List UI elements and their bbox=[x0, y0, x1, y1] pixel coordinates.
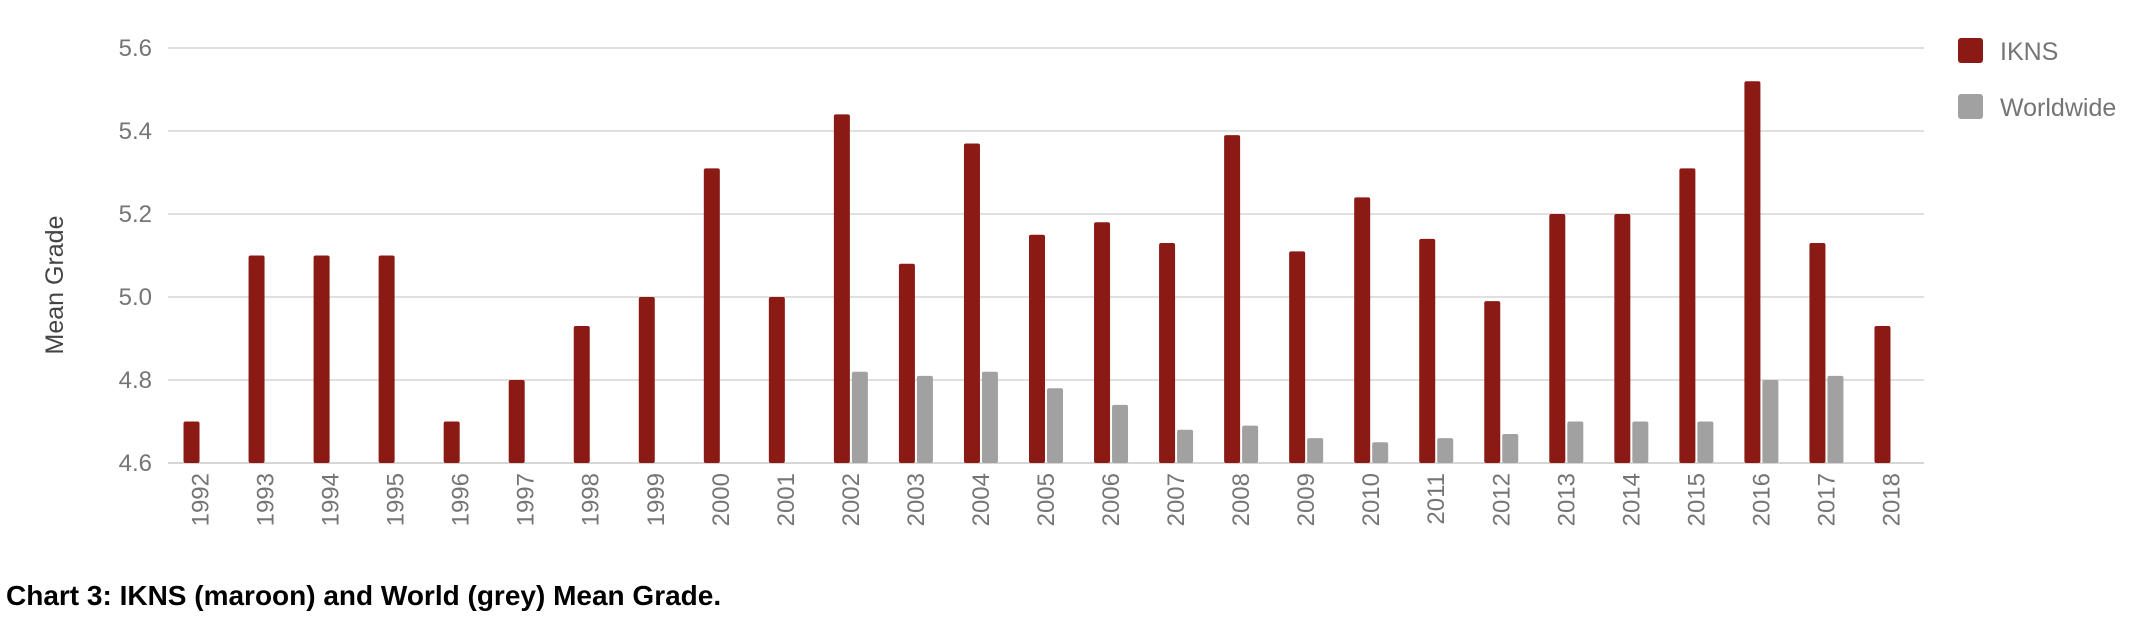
bar-ikns-2011 bbox=[1419, 238, 1436, 463]
bar-worldwide-2007 bbox=[1177, 429, 1194, 463]
x-tick-label: 2016 bbox=[1748, 473, 1775, 526]
y-tick-label: 5.2 bbox=[119, 201, 152, 228]
bar-worldwide-2009 bbox=[1307, 438, 1324, 463]
bar-ikns-2001 bbox=[768, 297, 785, 463]
bar-ikns-2007 bbox=[1159, 243, 1176, 463]
bar-ikns-2010 bbox=[1354, 197, 1371, 463]
x-tick-label: 2002 bbox=[838, 473, 865, 526]
x-tick-label: 1996 bbox=[448, 473, 475, 526]
bar-ikns-1999 bbox=[638, 297, 655, 463]
bar-ikns-2000 bbox=[703, 168, 720, 463]
bar-ikns-2014 bbox=[1614, 214, 1631, 463]
x-tick-label: 2015 bbox=[1683, 473, 1710, 526]
bar-worldwide-2016 bbox=[1762, 380, 1779, 463]
legend-swatch-worldwide bbox=[1958, 94, 1983, 119]
y-tick-label: 5.4 bbox=[119, 118, 152, 145]
x-tick-label: 2012 bbox=[1488, 473, 1515, 526]
x-tick-label: 2005 bbox=[1033, 473, 1060, 526]
bar-ikns-2008 bbox=[1224, 135, 1241, 463]
bar-worldwide-2015 bbox=[1697, 421, 1714, 463]
chart-area: 4.6 4.8 5.0 5.2 5.4 5.6 1992 1993 1994 1995 1996 1… bbox=[41, 35, 2116, 526]
bar-ikns-2005 bbox=[1029, 234, 1045, 463]
bar-ikns-2012 bbox=[1484, 301, 1501, 463]
bar-worldwide-2012 bbox=[1502, 433, 1519, 463]
bar-worldwide-2014 bbox=[1632, 421, 1649, 463]
bar-worldwide-2006 bbox=[1112, 404, 1129, 463]
x-tick-label: 1993 bbox=[253, 473, 280, 526]
bar-ikns-2006 bbox=[1094, 222, 1111, 463]
bar-ikns-1994 bbox=[313, 255, 330, 463]
bar-ikns-2003 bbox=[898, 263, 915, 463]
chart-caption: Chart 3: IKNS (maroon) and World (grey) … bbox=[6, 580, 722, 611]
x-tick-label: 2007 bbox=[1163, 473, 1190, 526]
bar-worldwide-2004 bbox=[981, 371, 998, 463]
bar-ikns-1997 bbox=[508, 380, 525, 463]
bar-ikns-2016 bbox=[1744, 81, 1761, 463]
y-tick-label: 4.8 bbox=[119, 367, 152, 394]
legend: IKNS Worldwide bbox=[1958, 38, 2116, 122]
x-tick-label: 2003 bbox=[903, 473, 930, 526]
y-axis-ticks: 4.6 4.8 5.0 5.2 5.4 5.6 bbox=[119, 35, 152, 477]
bar-ikns-2013 bbox=[1549, 214, 1566, 463]
x-tick-label: 2018 bbox=[1878, 473, 1905, 526]
bar-worldwide-2003 bbox=[916, 375, 933, 463]
bar-worldwide-2011 bbox=[1437, 438, 1454, 463]
bar-ikns-1996 bbox=[443, 421, 460, 463]
x-tick-label: 2001 bbox=[773, 473, 800, 526]
bar-worldwide-2002 bbox=[851, 371, 868, 463]
x-tick-label: 1997 bbox=[513, 473, 540, 526]
x-tick-label: 2011 bbox=[1423, 473, 1450, 525]
x-tick-label: 2008 bbox=[1228, 473, 1255, 526]
bar-worldwide-2017 bbox=[1827, 375, 1844, 463]
x-tick-label: 1994 bbox=[318, 473, 345, 526]
bar-ikns-2017 bbox=[1809, 243, 1826, 463]
x-tick-label: 2004 bbox=[968, 473, 995, 526]
bar-ikns-1992 bbox=[183, 421, 200, 463]
y-axis-title: Mean Grade bbox=[41, 216, 69, 355]
x-tick-label: 1995 bbox=[383, 473, 410, 526]
bar-worldwide-2013 bbox=[1567, 421, 1584, 463]
x-tick-label: 2006 bbox=[1098, 473, 1125, 526]
x-tick-label: 2014 bbox=[1618, 473, 1645, 526]
bar-ikns-1995 bbox=[378, 255, 395, 463]
y-tick-label: 4.6 bbox=[119, 450, 152, 477]
bar-ikns-2004 bbox=[963, 143, 980, 463]
bar-ikns-2018 bbox=[1874, 326, 1891, 463]
y-tick-label: 5.0 bbox=[119, 284, 152, 311]
bar-worldwide-2008 bbox=[1242, 425, 1259, 463]
bar-ikns-2002 bbox=[833, 114, 850, 464]
gridlines bbox=[168, 47, 1924, 464]
bars bbox=[183, 81, 1891, 464]
x-tick-label: 2010 bbox=[1358, 473, 1385, 526]
bar-ikns-1998 bbox=[573, 326, 590, 463]
bar-chart: 4.64.85.05.25.45.6 1992 1993 1994 1995 1996 1… bbox=[41, 35, 2116, 526]
x-tick-label: 1998 bbox=[578, 473, 605, 526]
x-tick-label: 2013 bbox=[1553, 473, 1580, 526]
bar-ikns-2015 bbox=[1679, 168, 1696, 463]
x-tick-label: 1992 bbox=[188, 473, 215, 526]
x-axis-ticks: 1992 1993 1994 1995 1996 1997 1998 1999 2000 2001… bbox=[188, 473, 1906, 526]
bar-worldwide-2010 bbox=[1372, 442, 1389, 463]
x-tick-label: 2009 bbox=[1293, 473, 1320, 526]
legend-label-ikns: IKNS bbox=[2000, 38, 2058, 66]
legend-swatch-ikns bbox=[1958, 38, 1983, 63]
bar-ikns-1993 bbox=[248, 255, 265, 463]
x-tick-label: 1999 bbox=[643, 473, 670, 526]
x-tick-label: 2017 bbox=[1813, 473, 1840, 526]
legend-label-worldwide: Worldwide bbox=[2000, 94, 2116, 122]
x-tick-label: 2000 bbox=[708, 473, 735, 526]
bar-worldwide-2005 bbox=[1047, 388, 1063, 463]
y-tick-label: 5.6 bbox=[119, 35, 152, 62]
bar-ikns-2009 bbox=[1289, 251, 1306, 463]
